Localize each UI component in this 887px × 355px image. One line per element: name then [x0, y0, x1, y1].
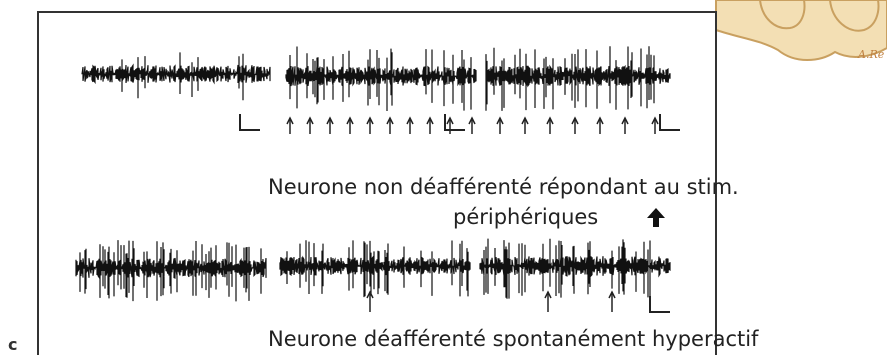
trace — [76, 240, 266, 301]
trace — [480, 239, 670, 299]
scale-bar — [650, 296, 670, 312]
panel-label: c — [8, 335, 17, 354]
bottom-caption: Neurone déafférenté spontanément hyperac… — [268, 327, 759, 351]
trace — [286, 47, 476, 112]
figure: A.Re Neurone non déafférenté répondant a… — [0, 0, 887, 355]
top-caption: Neurone non déafférenté répondant au sti… — [268, 175, 739, 199]
trace — [280, 240, 470, 297]
top-caption-line2: périphériques — [453, 205, 598, 229]
watermark: A.Re — [857, 48, 885, 61]
up-arrow-icon — [647, 208, 665, 227]
scale-bar — [240, 114, 260, 130]
trace — [486, 46, 670, 111]
trace — [82, 52, 270, 100]
scale-bar — [660, 114, 680, 130]
